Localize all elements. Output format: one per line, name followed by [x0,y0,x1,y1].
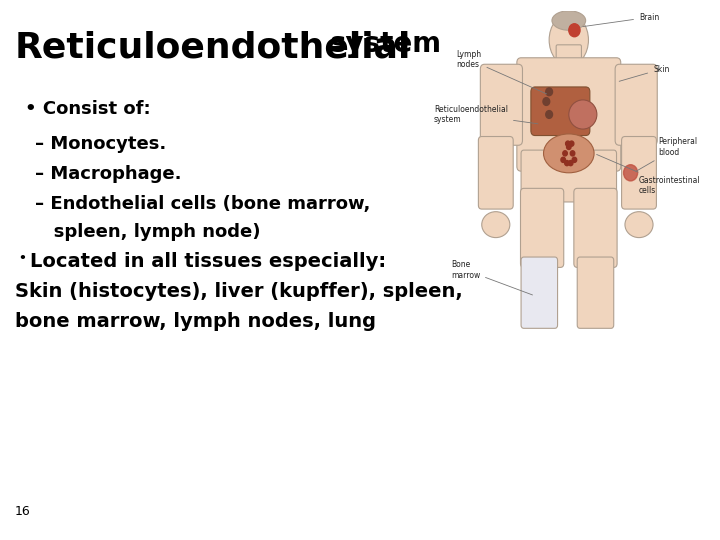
Text: Lymph
nodes: Lymph nodes [456,50,546,94]
Text: Bone
marrow: Bone marrow [451,260,533,295]
FancyBboxPatch shape [521,150,616,202]
Circle shape [624,165,638,181]
Text: Reticuloendothelial
system: Reticuloendothelial system [434,105,538,124]
Text: – Endothelial cells (bone marrow,: – Endothelial cells (bone marrow, [35,195,370,213]
Text: Reticuloendothelial: Reticuloendothelial [15,30,411,64]
Circle shape [570,141,574,146]
Text: system: system [330,30,442,58]
Ellipse shape [549,14,588,66]
FancyBboxPatch shape [521,257,557,328]
Circle shape [572,157,577,163]
Text: Peripheral
blood: Peripheral blood [636,137,698,171]
FancyBboxPatch shape [556,45,582,71]
Text: Skin: Skin [619,65,670,82]
Text: Brain: Brain [582,13,660,26]
FancyBboxPatch shape [478,137,513,209]
FancyBboxPatch shape [521,188,564,267]
Text: • Consist of:: • Consist of: [25,100,150,118]
FancyBboxPatch shape [531,87,590,136]
FancyBboxPatch shape [517,58,621,171]
Circle shape [546,111,552,118]
Text: Skin (histocytes), liver (kupffer), spleen,: Skin (histocytes), liver (kupffer), sple… [15,282,463,301]
FancyBboxPatch shape [574,188,617,267]
Text: Gastrointestinal
cells: Gastrointestinal cells [597,154,701,195]
Text: bone marrow, lymph nodes, lung: bone marrow, lymph nodes, lung [15,312,376,331]
Circle shape [569,24,580,37]
Text: 16: 16 [15,505,31,518]
Text: – Macrophage.: – Macrophage. [35,165,181,183]
Ellipse shape [482,212,510,238]
Ellipse shape [552,11,585,30]
Ellipse shape [569,100,597,129]
Circle shape [543,98,549,105]
Circle shape [546,88,552,96]
Circle shape [564,160,570,166]
Circle shape [568,160,573,166]
Ellipse shape [544,134,594,173]
FancyBboxPatch shape [577,257,613,328]
FancyBboxPatch shape [480,64,523,145]
Ellipse shape [625,212,653,238]
Text: – Monocytes.: – Monocytes. [35,135,166,153]
Text: •: • [18,252,26,265]
Circle shape [567,144,571,150]
Circle shape [563,151,567,156]
FancyBboxPatch shape [615,64,657,145]
Circle shape [561,157,565,163]
Circle shape [566,141,570,146]
Text: Located in all tissues especially:: Located in all tissues especially: [30,252,386,271]
FancyBboxPatch shape [621,137,657,209]
Circle shape [570,151,575,156]
Text: spleen, lymph node): spleen, lymph node) [35,223,261,241]
